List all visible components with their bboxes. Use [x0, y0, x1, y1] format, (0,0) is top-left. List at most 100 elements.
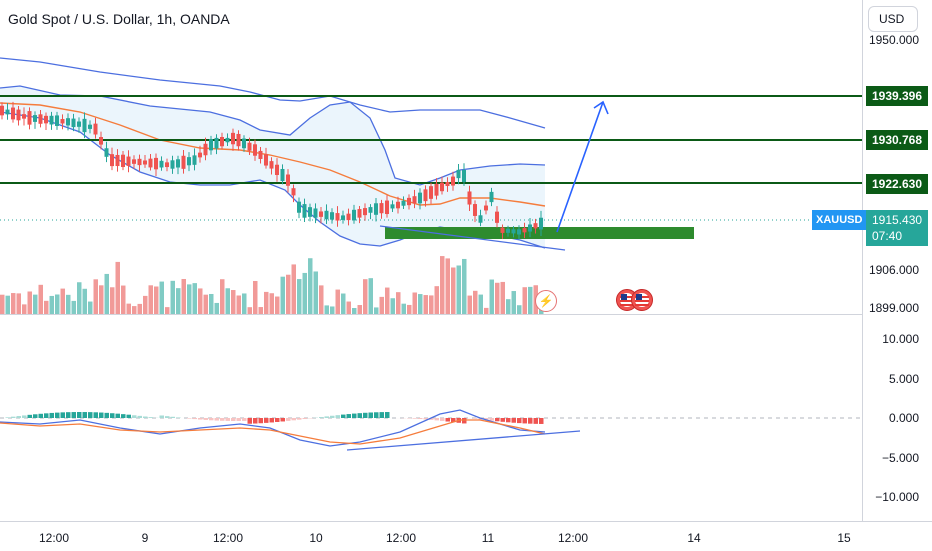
macd-histogram-bar	[446, 418, 451, 422]
candle-body	[132, 159, 136, 164]
volume-bar	[319, 285, 324, 314]
volume-bar	[22, 304, 27, 314]
oscillator-tick: 10.000	[882, 332, 919, 346]
volume-bar	[66, 295, 71, 314]
candle-body	[336, 213, 340, 220]
candle-body	[523, 228, 527, 232]
candle-body	[39, 114, 43, 123]
macd-histogram-bar	[352, 414, 357, 418]
macd-histogram-bar	[39, 414, 44, 418]
candle-body	[457, 170, 461, 178]
volume-bar	[429, 295, 434, 314]
volume-bar	[187, 284, 192, 314]
macd-histogram-bar	[440, 418, 445, 421]
macd-histogram-bar	[297, 418, 302, 420]
candle-body	[385, 201, 389, 214]
volume-bar	[407, 305, 412, 314]
pane-separator[interactable]	[0, 314, 932, 315]
candle-body	[44, 116, 48, 124]
level-label-1939[interactable]: 1939.396	[866, 86, 928, 106]
macd-histogram-bar	[418, 418, 423, 419]
candle-body	[50, 116, 54, 125]
macd-histogram-bar	[116, 414, 121, 418]
candle-body	[253, 144, 257, 155]
volume-bar	[50, 296, 55, 314]
volume-bar	[490, 280, 495, 314]
volume-bar	[396, 292, 401, 314]
macd-histogram-bar	[248, 418, 253, 424]
volume-bar	[479, 295, 484, 314]
us-flag-icon[interactable]	[631, 289, 653, 311]
volume-bar	[457, 265, 462, 314]
volume-bar	[116, 262, 121, 314]
candle-body	[72, 119, 76, 128]
macd-histogram-bar	[473, 418, 478, 419]
candle-body	[374, 203, 378, 215]
candle-body	[127, 157, 131, 166]
candle-body	[506, 229, 510, 233]
macd-histogram-bar	[495, 418, 500, 421]
candle-body	[165, 162, 169, 167]
macd-histogram-bar	[292, 418, 297, 420]
macd-histogram-bar	[341, 415, 346, 418]
candle-body	[231, 133, 235, 144]
candle-body	[88, 125, 92, 129]
last-price-value: 1915.430	[872, 212, 928, 228]
macd-histogram-bar	[94, 412, 99, 418]
candle-body	[418, 193, 422, 204]
macd-histogram-bar	[127, 415, 132, 418]
volume-bar	[198, 288, 203, 314]
candle-body	[143, 160, 147, 164]
candle-body	[259, 151, 263, 159]
candle-body	[325, 211, 329, 219]
candle-body	[110, 154, 114, 166]
candle-body	[248, 143, 252, 151]
time-tick: 12:00	[213, 531, 243, 545]
candle-body	[138, 159, 142, 165]
candle-body	[242, 139, 246, 149]
volume-bar	[182, 279, 187, 314]
time-axis[interactable]: 12:00 9 12:00 10 12:00 11 12:00 14 15	[0, 521, 932, 551]
candle-body	[512, 229, 516, 233]
level-label-1922[interactable]: 1922.630	[866, 174, 928, 194]
price-axis[interactable]: 1950.000 1906.000 1899.000 10.000 5.000 …	[862, 0, 932, 522]
volume-bar	[341, 294, 346, 314]
candle-body	[479, 215, 483, 222]
volume-bar	[391, 298, 396, 314]
currency-selector[interactable]: USD	[868, 6, 918, 32]
macd-histogram-bar	[22, 415, 27, 418]
candle-body	[363, 208, 367, 215]
candle-body	[380, 203, 384, 213]
symbol-title: Gold Spot / U.S. Dollar, 1h, OANDA	[8, 11, 230, 27]
macd-histogram-bar	[358, 413, 363, 418]
candle-body	[209, 139, 213, 150]
candle-body	[402, 201, 406, 206]
macd-histogram-bar	[11, 417, 16, 418]
macd-histogram-bar	[110, 413, 115, 418]
macd-histogram-bar	[55, 413, 60, 418]
price-tick: 1906.000	[869, 263, 919, 277]
level-label-1930[interactable]: 1930.768	[866, 130, 928, 150]
price-chart-canvas[interactable]	[0, 0, 862, 521]
candle-body	[204, 144, 208, 156]
macd-histogram-bar	[259, 418, 264, 423]
volume-bar	[347, 302, 352, 314]
volume-bar	[303, 273, 308, 314]
bar-countdown: 07:40	[872, 228, 928, 244]
time-tick: 12:00	[558, 531, 588, 545]
volume-bar	[121, 286, 126, 314]
volume-bar	[138, 304, 143, 314]
candle-body	[105, 148, 109, 157]
candle-body	[330, 212, 334, 219]
macd-histogram-bar	[72, 412, 77, 418]
lightning-icon[interactable]: ⚡	[535, 290, 557, 312]
candle-body	[396, 202, 400, 209]
macd-histogram-bar	[160, 415, 165, 418]
projection-arrow	[557, 102, 603, 232]
candle-body	[17, 110, 21, 121]
macd-histogram-bar	[539, 418, 544, 424]
macd-histogram-bar	[512, 418, 517, 423]
candle-body	[490, 192, 494, 202]
volume-bar	[61, 289, 66, 314]
volume-bar	[28, 291, 33, 314]
